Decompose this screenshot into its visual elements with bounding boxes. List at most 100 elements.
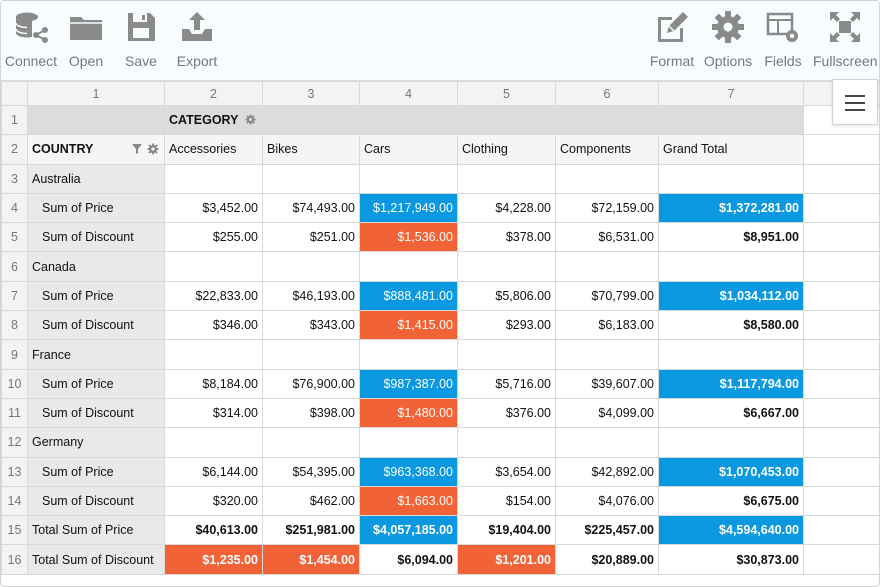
value-cell[interactable]: [359, 163, 458, 194]
value-cell[interactable]: [658, 427, 804, 458]
value-cell[interactable]: [359, 339, 458, 370]
value-cell[interactable]: $255.00: [164, 222, 263, 253]
value-cell[interactable]: [164, 339, 263, 370]
value-cell[interactable]: $1,663.00: [359, 485, 458, 517]
value-cell[interactable]: [457, 427, 556, 458]
value-cell[interactable]: $5,806.00: [457, 280, 556, 312]
row-label[interactable]: Sum of Discount: [27, 397, 165, 429]
value-cell[interactable]: $8,184.00: [164, 368, 263, 399]
format-button[interactable]: Format: [649, 9, 695, 75]
value-cell[interactable]: $4,228.00: [457, 192, 556, 224]
value-cell[interactable]: $42,892.00: [555, 456, 659, 487]
value-cell[interactable]: [457, 251, 556, 282]
category-name[interactable]: Bikes: [262, 134, 360, 165]
value-cell[interactable]: $6,183.00: [555, 310, 659, 341]
fields-button[interactable]: Fields: [763, 9, 803, 75]
value-cell[interactable]: $54,395.00: [262, 456, 360, 487]
value-cell[interactable]: $963,368.00: [359, 456, 458, 487]
value-cell[interactable]: [164, 163, 263, 194]
value-cell[interactable]: [164, 251, 263, 282]
value-cell[interactable]: $6,667.00: [658, 397, 804, 429]
value-cell[interactable]: [457, 339, 556, 370]
value-cell[interactable]: [262, 427, 360, 458]
value-cell[interactable]: $1,070,453.00: [658, 456, 804, 487]
value-cell[interactable]: $314.00: [164, 397, 263, 429]
value-cell[interactable]: $1,034,112.00: [658, 280, 804, 312]
value-cell[interactable]: [658, 339, 804, 370]
options-button[interactable]: Options: [703, 9, 753, 75]
value-cell[interactable]: $398.00: [262, 397, 360, 429]
value-cell[interactable]: $74,493.00: [262, 192, 360, 224]
value-cell[interactable]: $1,217,949.00: [359, 192, 458, 224]
value-cell[interactable]: $1,415.00: [359, 310, 458, 341]
value-cell[interactable]: $30,873.00: [658, 544, 804, 575]
value-cell[interactable]: $39,607.00: [555, 368, 659, 399]
value-cell[interactable]: $462.00: [262, 485, 360, 517]
value-cell[interactable]: $70,799.00: [555, 280, 659, 312]
value-cell[interactable]: $20,889.00: [555, 544, 659, 575]
value-cell[interactable]: [164, 427, 263, 458]
value-cell[interactable]: [555, 163, 659, 194]
value-cell[interactable]: [658, 251, 804, 282]
value-cell[interactable]: $1,536.00: [359, 222, 458, 253]
gear-icon[interactable]: [245, 114, 256, 125]
value-cell[interactable]: $5,716.00: [457, 368, 556, 399]
value-cell[interactable]: $1,235.00: [164, 544, 263, 575]
fullscreen-button[interactable]: Fullscreen: [813, 9, 878, 75]
value-cell[interactable]: $4,057,185.00: [359, 515, 458, 546]
row-label[interactable]: Canada: [27, 251, 165, 282]
row-label[interactable]: Sum of Price: [27, 280, 165, 312]
row-label[interactable]: Sum of Discount: [27, 310, 165, 341]
value-cell[interactable]: [262, 251, 360, 282]
value-cell[interactable]: $3,654.00: [457, 456, 556, 487]
value-cell[interactable]: $3,452.00: [164, 192, 263, 224]
value-cell[interactable]: $1,201.00: [457, 544, 556, 575]
value-cell[interactable]: $888,481.00: [359, 280, 458, 312]
value-cell[interactable]: $8,951.00: [658, 222, 804, 253]
filter-icon[interactable]: [132, 144, 142, 155]
category-name[interactable]: Accessories: [164, 134, 263, 165]
row-label[interactable]: Total Sum of Discount: [27, 544, 165, 575]
value-cell[interactable]: [359, 251, 458, 282]
value-cell[interactable]: [262, 339, 360, 370]
category-header[interactable]: CATEGORY: [164, 104, 804, 136]
row-label[interactable]: Sum of Discount: [27, 222, 165, 253]
value-cell[interactable]: $346.00: [164, 310, 263, 341]
value-cell[interactable]: $6,675.00: [658, 485, 804, 517]
value-cell[interactable]: $376.00: [457, 397, 556, 429]
value-cell[interactable]: $76,900.00: [262, 368, 360, 399]
value-cell[interactable]: [555, 339, 659, 370]
gear-icon[interactable]: [147, 143, 159, 155]
open-button[interactable]: Open: [65, 9, 107, 75]
value-cell[interactable]: $1,372,281.00: [658, 192, 804, 224]
value-cell[interactable]: $154.00: [457, 485, 556, 517]
row-label[interactable]: Sum of Price: [27, 456, 165, 487]
row-label[interactable]: Sum of Discount: [27, 485, 165, 517]
value-cell[interactable]: $293.00: [457, 310, 556, 341]
value-cell[interactable]: $46,193.00: [262, 280, 360, 312]
row-label[interactable]: Sum of Price: [27, 368, 165, 399]
row-label[interactable]: France: [27, 339, 165, 370]
value-cell[interactable]: $4,076.00: [555, 485, 659, 517]
value-cell[interactable]: $1,117,794.00: [658, 368, 804, 399]
value-cell[interactable]: $378.00: [457, 222, 556, 253]
value-cell[interactable]: $19,404.00: [457, 515, 556, 546]
value-cell[interactable]: $320.00: [164, 485, 263, 517]
value-cell[interactable]: [555, 427, 659, 458]
value-cell[interactable]: [658, 163, 804, 194]
category-name[interactable]: Components: [555, 134, 659, 165]
value-cell[interactable]: $4,594,640.00: [658, 515, 804, 546]
category-name[interactable]: Clothing: [457, 134, 556, 165]
value-cell[interactable]: [262, 163, 360, 194]
value-cell[interactable]: $22,833.00: [164, 280, 263, 312]
country-header[interactable]: COUNTRY: [27, 134, 165, 165]
value-cell[interactable]: $343.00: [262, 310, 360, 341]
value-cell[interactable]: $4,099.00: [555, 397, 659, 429]
value-cell[interactable]: $6,531.00: [555, 222, 659, 253]
row-label[interactable]: Sum of Price: [27, 192, 165, 224]
value-cell[interactable]: $1,454.00: [262, 544, 360, 575]
value-cell[interactable]: [457, 163, 556, 194]
value-cell[interactable]: $251.00: [262, 222, 360, 253]
value-cell[interactable]: $6,094.00: [359, 544, 458, 575]
row-label[interactable]: Germany: [27, 427, 165, 458]
